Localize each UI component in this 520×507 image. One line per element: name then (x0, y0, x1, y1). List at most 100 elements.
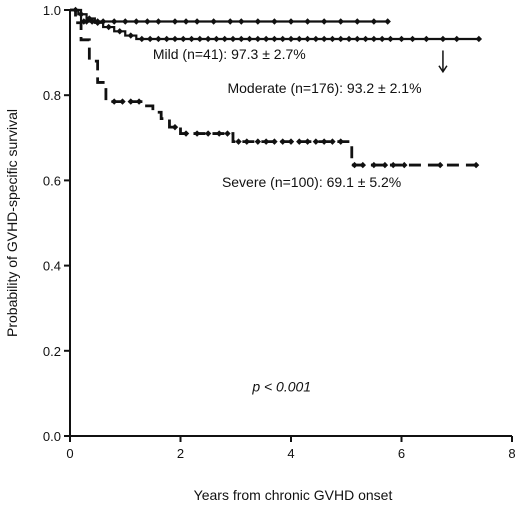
censor-mark (99, 18, 107, 25)
x-axis-label: Years from chronic GVHD onset (194, 487, 393, 503)
censor-mark (111, 98, 118, 105)
censor-mark (210, 18, 217, 25)
censor-mark (193, 18, 201, 25)
censor-mark (475, 35, 483, 43)
censor-mark (105, 23, 112, 31)
censor-mark (337, 35, 344, 43)
censor-mark (423, 35, 430, 43)
censor-mark (312, 138, 320, 145)
censor-mark (171, 123, 179, 131)
censor-mark (384, 18, 391, 25)
censor-mark (296, 138, 303, 145)
censor-mark (122, 18, 129, 25)
censor-mark (182, 130, 190, 137)
series-layer (70, 6, 483, 169)
censor-mark (409, 35, 416, 43)
group-annotation: Mild (n=41): 97.3 ± 2.7% (153, 46, 306, 62)
censor-mark (213, 35, 220, 43)
censor-mark (262, 138, 270, 145)
censor-mark (180, 35, 187, 43)
censor-mark (453, 35, 460, 43)
arrow-head (438, 65, 448, 74)
series-mild (70, 8, 391, 25)
x-tick-label: 0 (66, 446, 73, 461)
censor-mark (138, 35, 146, 43)
censor-mark (254, 18, 262, 25)
axes: 0 2 4 6 8 0.0 0.2 0.4 0.6 0.8 1.0 (43, 3, 516, 461)
group-annotation: Moderate (n=176): 93.2 ± 2.1% (227, 80, 421, 96)
censor-mark (279, 35, 286, 43)
censor-mark (146, 35, 154, 43)
censor-mark (271, 18, 278, 25)
censor-mark (329, 138, 336, 145)
censor-mark (320, 35, 328, 43)
x-tick-label: 4 (287, 446, 294, 461)
x-tick-label: 8 (508, 446, 515, 461)
censor-mark (155, 35, 162, 43)
censor-mark (359, 161, 367, 169)
censor-mark (246, 35, 253, 43)
censor-mark (287, 35, 295, 43)
censor-mark (398, 35, 405, 43)
censor-mark (262, 35, 270, 43)
censor-mark (227, 18, 234, 25)
censor-mark (235, 138, 242, 145)
censor-mark (229, 35, 237, 43)
censor-mark (381, 161, 389, 169)
y-tick-label: 1.0 (43, 3, 61, 18)
p-value-label: p < 0.001 (251, 378, 311, 394)
censor-mark (116, 28, 123, 35)
censor-mark (111, 18, 118, 25)
censor-mark (133, 18, 140, 25)
censor-mark (436, 161, 444, 169)
censor-mark (238, 18, 245, 25)
censor-mark (271, 35, 278, 43)
censor-mark (296, 35, 303, 43)
censor-mark (221, 35, 228, 43)
censor-mark (345, 35, 353, 43)
censor-mark (86, 15, 93, 22)
censor-mark (94, 19, 101, 26)
censor-mark (204, 35, 212, 43)
censor-mark (127, 32, 134, 39)
y-tick-label: 0.0 (43, 429, 61, 444)
censor-mark (304, 35, 311, 43)
censor-mark (171, 18, 179, 25)
censor-mark (320, 138, 328, 145)
y-tick-label: 0.8 (43, 88, 61, 103)
censor-mark (119, 98, 126, 105)
censor-mark (193, 130, 201, 137)
censor-mark (354, 18, 361, 25)
censor-mark (188, 35, 195, 43)
censor-mark (401, 161, 408, 169)
series-severe (70, 8, 480, 169)
censor-mark (243, 138, 250, 145)
censor-mark (83, 18, 90, 25)
y-tick-label: 0.4 (43, 259, 61, 274)
censor-mark (254, 35, 262, 43)
y-tick-label: 0.2 (43, 344, 61, 359)
censor-mark (271, 138, 278, 145)
censor-mark (254, 138, 262, 145)
censor-mark (182, 18, 190, 25)
censor-mark (390, 161, 397, 169)
censor-mark (472, 161, 480, 169)
censor-mark (127, 98, 134, 105)
censor-mark (215, 130, 223, 137)
annotation-layer: Mild (n=41): 97.3 ± 2.7% Moderate (n=176)… (153, 46, 448, 394)
censor-mark (196, 35, 204, 43)
censor-mark (354, 35, 361, 43)
censor-mark (304, 138, 311, 145)
censor-mark (279, 138, 286, 145)
x-tick-label: 2 (177, 446, 184, 461)
censor-mark (304, 18, 311, 25)
censor-mark (370, 35, 378, 43)
censor-mark (329, 35, 336, 43)
censor-mark (204, 130, 212, 137)
censor-mark (171, 35, 179, 43)
censor-mark (351, 161, 358, 169)
censor-mark (224, 130, 231, 137)
censor-mark (155, 18, 162, 25)
y-tick-label: 0.6 (43, 173, 61, 188)
